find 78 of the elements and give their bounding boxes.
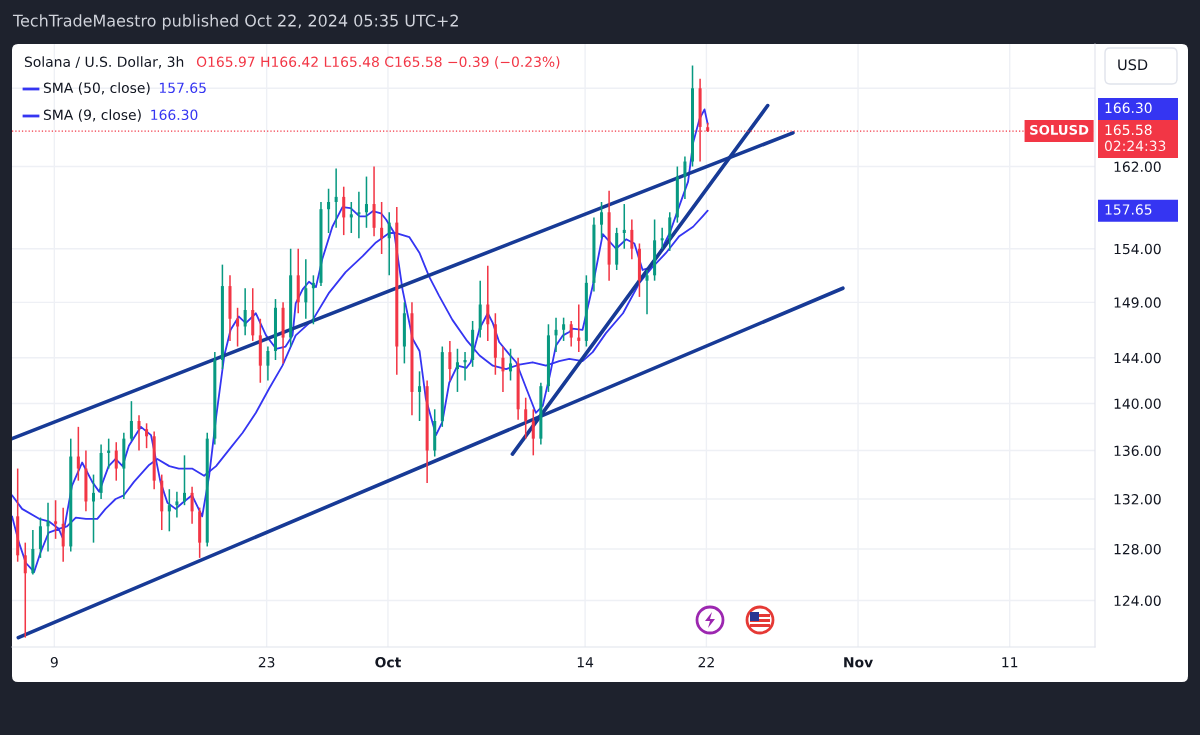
y-tick-label: 124.00 [1114,595,1161,606]
text: TechTradeMaestro published Oct 22, 2024 05:35 UTC+2 [12,14,458,30]
x-tick-label: Oct [375,656,401,668]
line-series [12,108,709,573]
candlestick [600,201,604,240]
legend-label: SMA (50, close) [43,82,150,95]
text: 157.65 [1105,204,1152,215]
candlestick [524,396,528,440]
candlestick [266,345,270,382]
candlestick [243,287,247,337]
candlestick [91,473,96,544]
legend-label: SMA (9, close) [43,109,141,122]
candlestick [357,191,361,240]
candlestick [562,316,566,342]
x-tick-label: Nov [844,657,873,668]
candlestick [569,320,573,348]
candlestick [380,201,384,255]
candlestick [334,167,338,229]
candlestick [129,400,133,442]
candlestick [23,541,27,639]
y-tick-label: 132.00 [1114,493,1161,505]
candlestick [630,218,634,261]
x-tick-label: 23 [258,656,275,668]
candlestick [622,203,626,250]
candlestick [190,485,194,525]
x-tick-label: 22 [698,656,714,668]
y-tick-label: 154.00 [1114,243,1161,255]
y-tick-label: 162.00 [1114,161,1161,173]
candlestick [690,64,695,168]
candlestick [342,185,346,236]
x-tick-label: 14 [577,657,594,668]
candlestick [531,408,535,457]
text: USD [1118,59,1148,71]
y-tick-label: 140.00 [1114,398,1161,409]
candlestick [54,499,58,540]
candlestick [364,175,368,229]
candlestick [38,516,42,559]
text: 02:24:33 [1104,140,1166,152]
candlestick [46,501,50,553]
candlestick [137,414,141,452]
annotation: 157.65 [159,82,206,94]
text: Solana / U.S. Dollar, 3h [24,56,184,69]
y-tick-label: 149.00 [1114,297,1161,308]
candlestick [61,506,65,563]
candlestick [167,488,171,533]
candlestick [182,454,187,506]
candlestick [645,269,649,316]
ref-line-label: SOLUSD [1030,124,1089,135]
candlestick [387,211,391,277]
candlestick [76,426,80,482]
candlestick [349,201,353,234]
candlestick [372,165,376,237]
candlestick [577,303,581,353]
candlestick [455,347,459,393]
candlestick [501,345,505,393]
text: 165.58 [1105,124,1152,136]
candlestick [311,274,315,326]
candlestick [114,441,118,482]
candlestick [304,258,308,320]
candlestick [486,264,490,342]
text: 166.30 [1105,102,1152,114]
candlestick [683,155,687,200]
x-tick-label: 11 [1002,657,1018,668]
y-tick-label: 144.00 [1114,352,1161,364]
candlestick [668,211,672,252]
candlestick [509,347,513,382]
candlestick [145,422,149,449]
y-tick-label: 128.00 [1114,543,1161,555]
text: O165.97 H166.42 L165.48 C165.58 −0.39 (−0.23%) [196,56,560,69]
candlestick [448,340,452,382]
x-tick-label: 9 [50,656,58,668]
candlestick [236,307,240,348]
annotation: 166.30 [151,109,198,121]
candlestick [418,370,422,422]
candlestick [327,187,331,234]
candlestick [660,227,664,250]
y-tick-label: 136.00 [1114,445,1161,457]
candlestick [175,490,179,519]
